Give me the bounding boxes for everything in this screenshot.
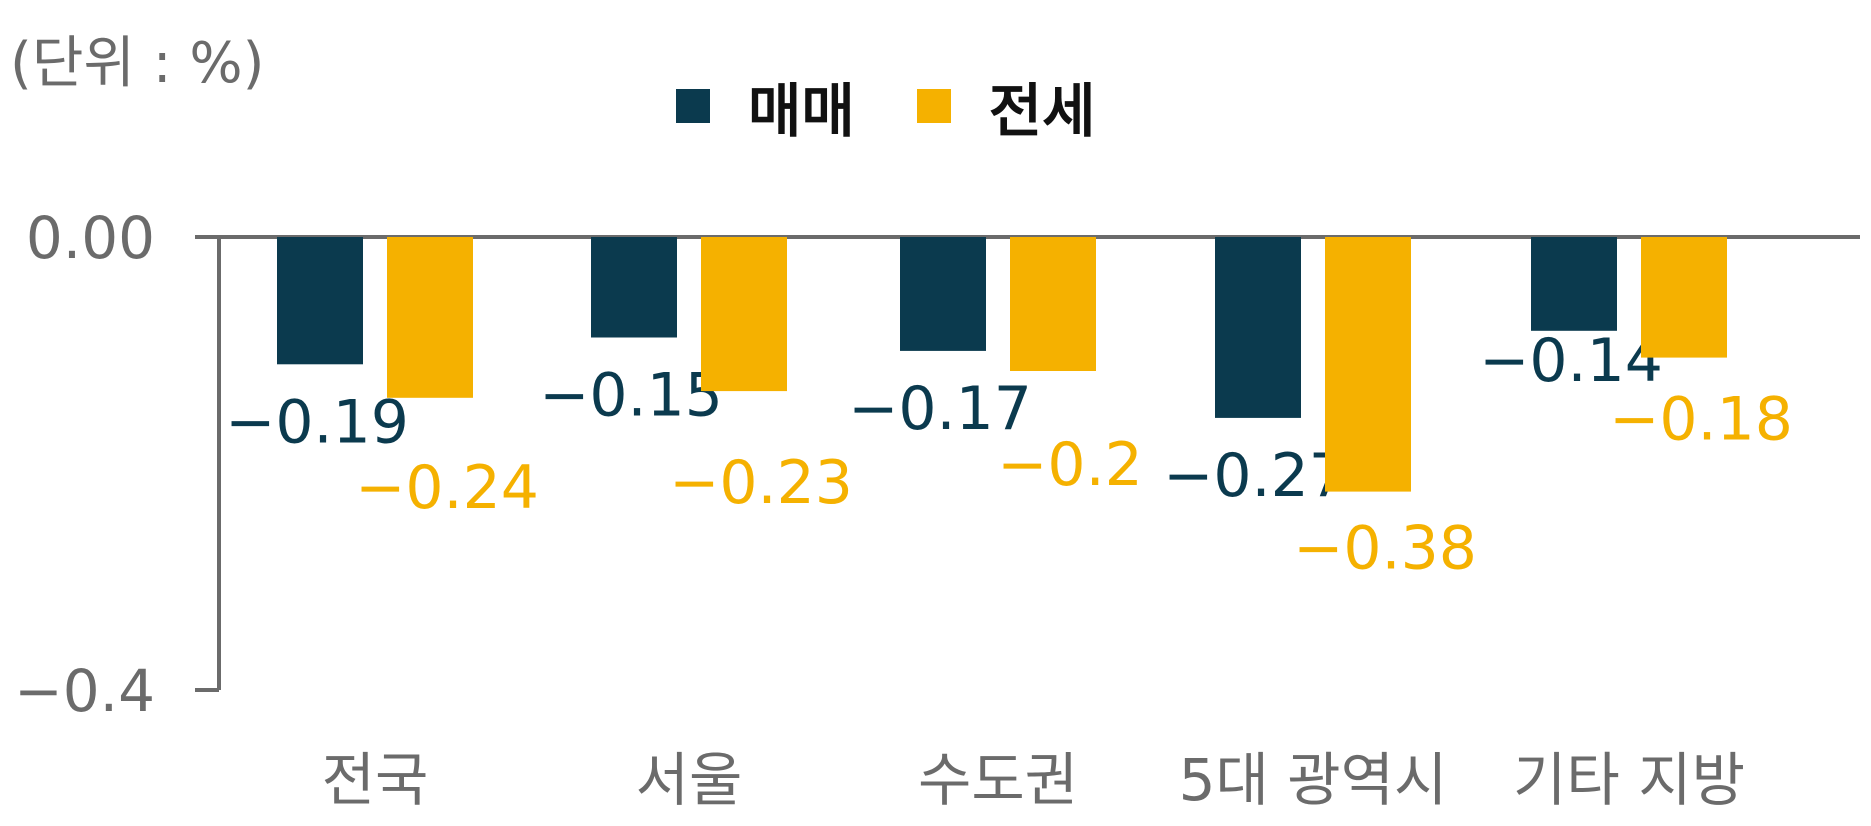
data-label-jeonse: −0.18	[1609, 385, 1793, 455]
data-label-sale: −0.17	[848, 374, 1032, 444]
legend-item-sale: 매매	[676, 64, 855, 148]
bar-jeonse	[701, 237, 787, 392]
y-tick-label: 0.00	[26, 204, 155, 272]
bar-sale	[277, 237, 363, 365]
legend-item-jeonse: 전세	[916, 64, 1096, 148]
y-tick-label: −0.4	[14, 657, 155, 725]
category-label: 전국	[322, 746, 429, 814]
legend-label-sale: 매매	[748, 77, 855, 145]
bar-sale	[591, 237, 677, 338]
bar-sale	[1531, 237, 1617, 331]
category-label: 수도권	[918, 746, 1078, 814]
data-label-sale: −0.14	[1479, 326, 1663, 396]
bar-jeonse	[387, 237, 473, 398]
data-label-sale: −0.19	[225, 387, 409, 457]
legend: 매매 전세	[676, 64, 1157, 148]
bar-sale	[1215, 237, 1301, 418]
bar-jeonse	[1641, 237, 1727, 358]
category-label: 기타 지방	[1513, 746, 1745, 814]
data-label-sale: −0.15	[539, 361, 723, 431]
unit-label: (단위 : %)	[10, 31, 265, 96]
data-label-sale: −0.27	[1163, 441, 1347, 511]
data-label-jeonse: −0.24	[355, 453, 539, 523]
data-label-jeonse: −0.2	[997, 430, 1143, 500]
bar-sale	[900, 237, 986, 351]
data-label-jeonse: −0.23	[669, 448, 853, 518]
legend-swatch-sale	[676, 89, 710, 123]
category-label: 서울	[636, 746, 743, 814]
legend-swatch-jeonse	[916, 89, 951, 123]
data-label-jeonse: −0.38	[1293, 514, 1477, 584]
legend-label-jeonse: 전세	[988, 77, 1096, 145]
bar-jeonse	[1325, 237, 1411, 492]
bar-jeonse	[1010, 237, 1096, 371]
category-label: 5대 광역시	[1179, 746, 1448, 814]
